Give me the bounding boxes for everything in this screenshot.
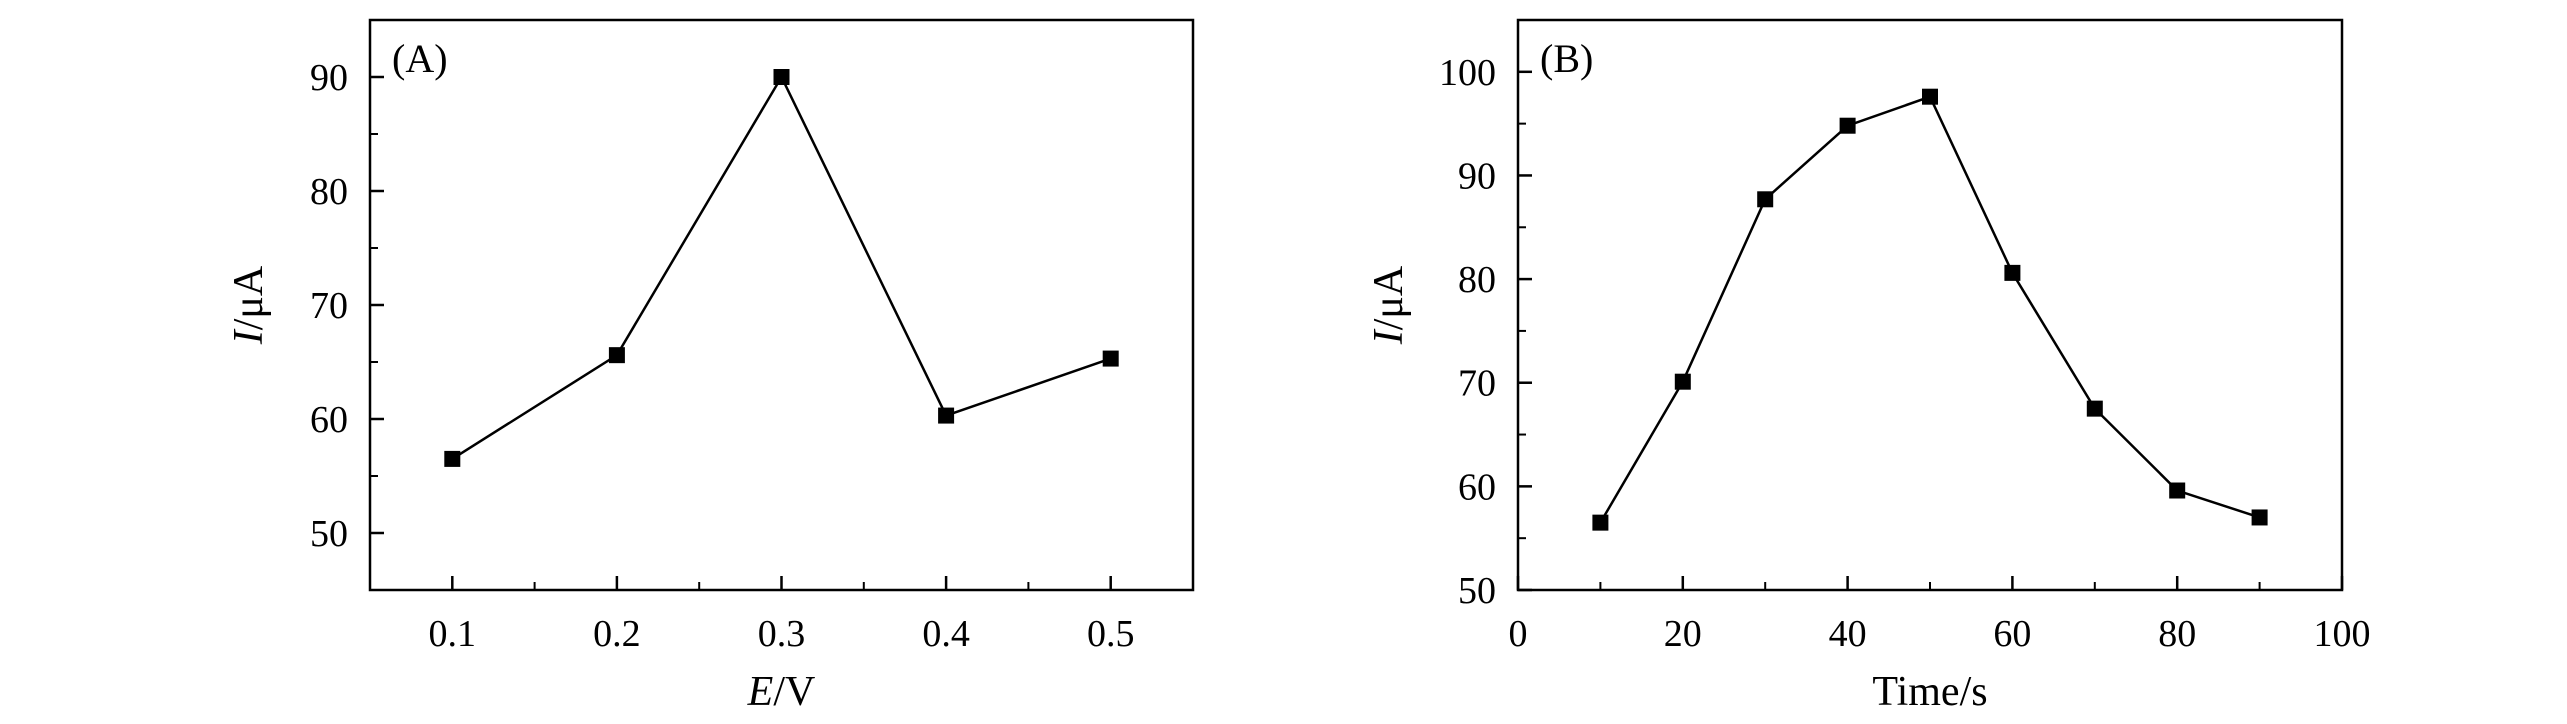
y-tick-label: 70 [310,285,348,327]
x-tick-label: 0.3 [758,613,806,655]
y-tick-label: 60 [310,399,348,441]
series-line [1599,95,2260,524]
y-axis-title-unit: /μA [1366,265,1412,330]
data-point [1839,117,1856,134]
x-axis-title: Time/s [1872,669,1987,715]
plot-frame [368,18,1195,592]
y-axis-title-variable: I [226,328,272,345]
y-tick-label: 90 [1458,155,1496,197]
x-tick-label: 0.1 [429,613,477,655]
y-tick-label: 90 [310,57,348,99]
y-tick-label: 50 [1458,570,1496,612]
x-tick-label: 0 [1509,613,1528,655]
y-tick-label: 80 [310,171,348,213]
x-tick-label: 0.5 [1087,613,1135,655]
data-point [2251,509,2268,526]
y-axis-title-variable: I [1366,328,1412,345]
panel-label: (A) [392,36,448,81]
x-axis-title-unit: Time/s [1872,669,1987,715]
x-axis-title: E/V [747,669,816,715]
x-tick-label: 80 [2158,613,2196,655]
x-tick-label: 0.4 [922,613,970,655]
y-tick-label: 70 [1458,363,1496,405]
x-tick-label: 0.2 [593,613,641,655]
data-point [2004,264,2021,281]
y-tick-label: 60 [1458,466,1496,508]
x-tick-label: 100 [2314,613,2371,655]
data-point [773,69,790,85]
data-point [1757,191,1774,208]
x-tick-label: 40 [1829,613,1867,655]
series-line [451,74,1112,460]
y-tick-label: 100 [1439,52,1496,94]
y-axis-title-unit: /μA [226,265,272,330]
data-point [2086,400,2103,417]
panel-label: (B) [1540,36,1593,81]
x-axis-title-variable: E [747,669,774,715]
x-axis-title-unit: /V [773,669,815,715]
y-axis-title: I/μA [226,265,272,345]
data-point [444,450,461,467]
x-tick-label: 20 [1664,613,1702,655]
data-point [938,407,955,424]
y-tick-label: 50 [310,513,348,555]
x-tick-label: 60 [1993,613,2031,655]
data-point [2169,482,2186,499]
chart-panel-a: 0.1 0.2 0.3 0.4 0.5 50 60 70 80 90 (A) E/V I/μA [226,18,1195,715]
data-point [1922,88,1938,105]
y-axis-title: I/μA [1366,265,1412,345]
data-point [1674,373,1691,390]
data-point [1102,350,1119,367]
y-tick-label: 80 [1458,259,1496,301]
data-point [1592,514,1609,531]
data-point [608,347,625,364]
chart-panel-b: 0 20 40 60 80 100 50 60 70 80 90 100 (B) Time/s I/μA [1366,18,2371,715]
